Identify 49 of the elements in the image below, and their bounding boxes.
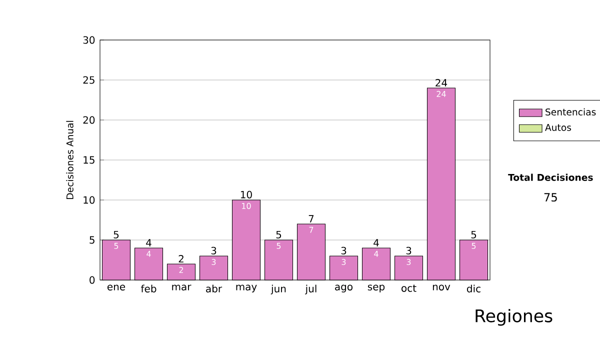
data-label: 3 [342, 258, 346, 265]
x-tick-label: oct [402, 284, 416, 292]
legend-label: Sentencias [546, 108, 596, 116]
total-label: 3 [211, 246, 216, 254]
data-label: 5 [114, 242, 118, 249]
x-tick-label: jul [305, 284, 316, 294]
total-label: 24 [436, 78, 448, 86]
x-tick-label: ago [335, 284, 352, 292]
x-tick-label: jun [270, 284, 286, 294]
legend-label: Autos [545, 124, 572, 131]
data-label: 4 [146, 250, 151, 257]
y-tick-label: 30 [83, 36, 95, 44]
y-tick-label: 5 [90, 236, 94, 244]
x-tick-label: abr [206, 284, 222, 292]
total-label: 3 [341, 246, 346, 254]
x-tick-label: dic [466, 284, 480, 292]
data-label: 2 [179, 266, 183, 273]
data-label: 3 [212, 258, 216, 265]
y-axis-title: Decisiones Anual [66, 120, 74, 199]
y-tick-label: 20 [83, 116, 95, 124]
y-tick-label: 25 [83, 76, 94, 84]
x-tick-label: mar [172, 284, 192, 290]
data-label: 5 [472, 242, 476, 249]
total-label: 7 [308, 215, 314, 222]
data-label: 10 [242, 202, 251, 209]
x-tick-label: nov [432, 284, 450, 290]
data-label: 4 [374, 250, 378, 257]
text: Total Decisiones [508, 174, 593, 181]
text: 75 [544, 193, 557, 202]
x-tick-label: sep [368, 284, 385, 292]
total-label: 2 [178, 254, 184, 262]
x-tick-label: ene [107, 284, 126, 290]
total-label: 4 [374, 239, 379, 246]
x-tick-label: feb [140, 284, 156, 292]
total-label: 5 [471, 230, 476, 238]
total-label: 5 [114, 230, 119, 238]
total-label: 4 [146, 239, 152, 246]
data-label: 5 [276, 242, 281, 249]
data-label: 3 [406, 258, 411, 265]
y-tick-label: 10 [84, 196, 95, 204]
total-label: 10 [241, 190, 252, 198]
total-label: 3 [406, 246, 412, 254]
total-label: 5 [276, 230, 282, 238]
y-tick-label: 15 [84, 156, 94, 164]
y-tick-label: 0 [90, 276, 95, 284]
data-label: 24 [436, 90, 446, 97]
text: Regiones [476, 308, 552, 326]
data-label: 7 [309, 226, 314, 233]
x-tick-label: may [236, 284, 257, 292]
